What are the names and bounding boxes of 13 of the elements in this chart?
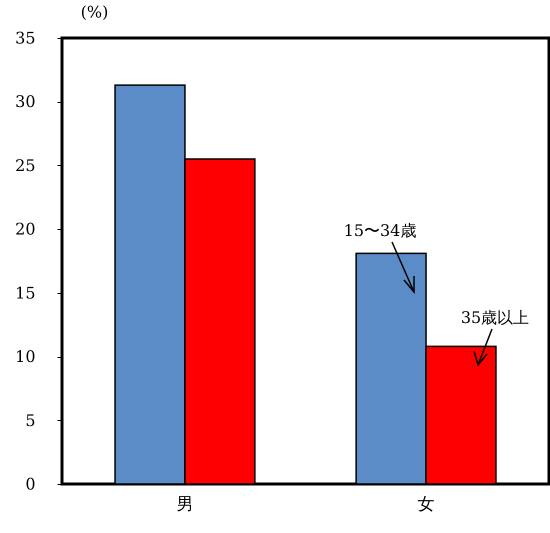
x-tick-label: 女 [418,494,435,514]
y-axis-title: (%) [80,2,108,22]
y-tick-label: 25 [15,156,36,175]
y-tick-label: 30 [15,92,36,112]
x-tick-label: 男 [176,494,194,514]
series-label: 35歳以上 [460,308,530,327]
y-tick-label: 10 [15,347,36,366]
y-tick-label: 35 [15,28,36,48]
series-label: 15〜34歳 [344,221,416,240]
y-tick-label: 0 [25,474,36,494]
y-tick-label: 5 [25,410,36,430]
y-tick-label: 15 [15,283,36,302]
y-tick-label: 20 [15,220,36,239]
